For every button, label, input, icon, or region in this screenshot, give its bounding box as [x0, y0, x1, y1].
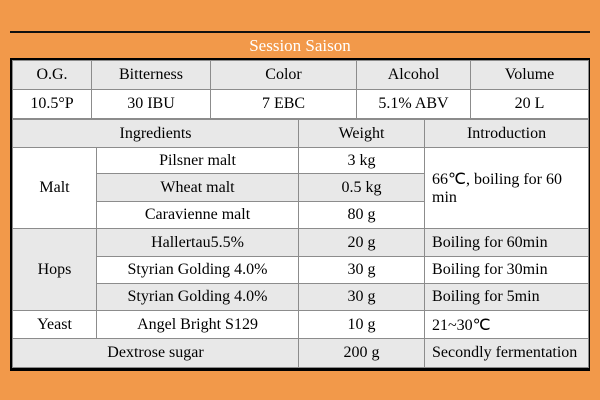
cell-sugar-introduction: Secondly fermentation [424, 338, 590, 368]
hops-row-3: Styrian Golding 4.0% 30 g Boiling for 5m… [13, 283, 590, 311]
cell-hops-name-2: Styrian Golding 4.0% [95, 256, 300, 284]
cell-malt-weight-1: 3 kg [298, 147, 426, 174]
summary-values-row: 10.5°P 30 IBU 7 EBC 5.1% ABV 20 L [12, 89, 589, 119]
malt-row-2: Wheat malt 0.5 kg [13, 173, 589, 202]
cell-hops-weight-2: 30 g [298, 256, 426, 284]
cell-og-label: O.G. [12, 60, 92, 90]
cell-og-value: 10.5°P [12, 89, 92, 119]
cell-weight-header: Weight [298, 119, 426, 148]
cell-hops-name-3: Styrian Golding 4.0% [95, 283, 300, 311]
cell-malt-name-2: Wheat malt [95, 173, 300, 202]
cell-yeast-weight: 10 g [298, 310, 426, 339]
cell-bitterness-label: Bitterness [91, 60, 211, 90]
cell-alcohol-label: Alcohol [356, 60, 471, 90]
cell-malt-weight-3: 80 g [298, 201, 426, 229]
cell-volume-label: Volume [470, 60, 589, 90]
cell-malt-weight-2: 0.5 kg [298, 173, 426, 202]
cell-hops-introduction-1: Boiling for 60min [424, 228, 590, 257]
summary-table: O.G. Bitterness Color Alcohol Volume 10.… [12, 60, 589, 119]
cell-yeast-introduction: 21~30℃ [424, 310, 590, 339]
cell-hops-introduction-2: Boiling for 30min [424, 256, 590, 284]
ingredients-table: Ingredients Weight Introduction Malt Pil… [11, 119, 590, 368]
cell-volume-value: 20 L [470, 89, 589, 119]
ingredients-header-row: Ingredients Weight Introduction [11, 119, 590, 148]
recipe-title: Session Saison [249, 36, 351, 55]
cell-hops-weight-3: 30 g [298, 283, 426, 311]
cell-sugar-weight: 200 g [298, 338, 426, 368]
summary-header-row: O.G. Bitterness Color Alcohol Volume [12, 60, 589, 90]
cell-hops-category: Hops [12, 228, 97, 311]
malt-row-1: Malt Pilsner malt 3 kg 66℃, boiling for … [12, 147, 590, 229]
cell-introduction-header: Introduction [424, 119, 590, 148]
cell-ingredients-header: Ingredients [11, 119, 300, 148]
cell-hops-name-1: Hallertau5.5% [95, 228, 300, 257]
cell-yeast-name: Angel Bright S129 [95, 310, 300, 339]
cell-malt-name-3: Caravienne malt [95, 201, 300, 229]
yeast-row: Yeast Angel Bright S129 10 g 21~30℃ [12, 310, 590, 339]
cell-malt-introduction: 66℃, boiling for 60 min [424, 147, 590, 229]
cell-bitterness-value: 30 IBU [91, 89, 211, 119]
hops-row-1: Hops Hallertau5.5% 20 g Boiling for 60mi… [12, 228, 590, 311]
cell-alcohol-value: 5.1% ABV [356, 89, 471, 119]
cell-hops-weight-1: 20 g [298, 228, 426, 257]
cell-color-label: Color [210, 60, 357, 90]
cell-malt-category: Malt [12, 147, 97, 229]
title-top-rule [10, 31, 590, 33]
cell-sugar-name: Dextrose sugar [11, 338, 300, 368]
cell-color-value: 7 EBC [210, 89, 357, 119]
hops-row-2: Styrian Golding 4.0% 30 g Boiling for 30… [13, 256, 590, 284]
cell-hops-introduction-3: Boiling for 5min [424, 283, 590, 311]
recipe-table-frame: O.G. Bitterness Color Alcohol Volume 10.… [10, 58, 590, 371]
cell-malt-name-1: Pilsner malt [95, 147, 300, 174]
malt-row-3: Caravienne malt 80 g [13, 201, 589, 229]
sugar-row: Dextrose sugar 200 g Secondly fermentati… [11, 338, 590, 368]
cell-yeast-category: Yeast [12, 310, 97, 339]
